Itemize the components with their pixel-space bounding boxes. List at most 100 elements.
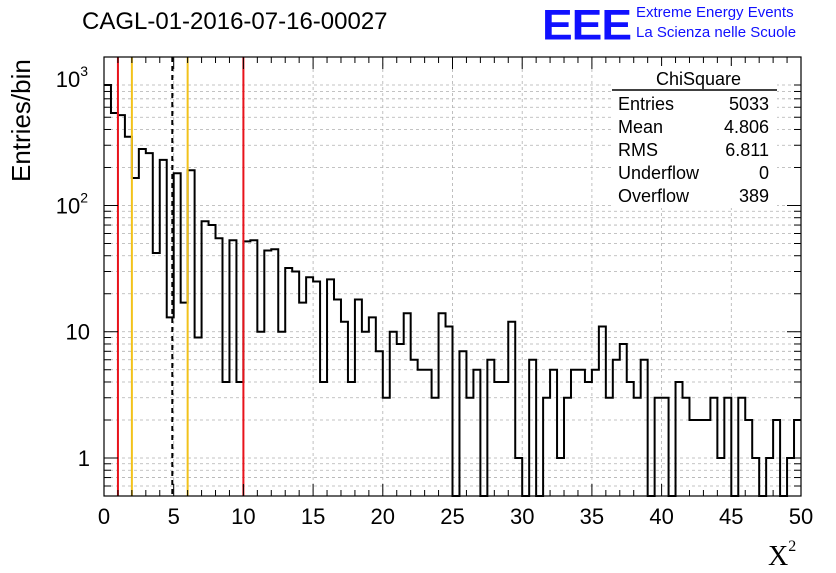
histogram-bin [745, 420, 752, 496]
histogram-bin [271, 249, 278, 496]
histogram-bin [459, 351, 466, 496]
x-tick-label: 20 [371, 504, 395, 529]
y-tick-label-base: 10 [56, 193, 80, 218]
histogram-bin [181, 303, 188, 496]
histogram-bin [104, 85, 111, 496]
histogram-bin [515, 458, 522, 496]
histogram-bin [383, 398, 390, 496]
histogram-bin [501, 382, 508, 496]
histogram-bin [195, 338, 202, 496]
y-tick-label-exponent: 2 [80, 189, 88, 205]
histogram-bars [104, 84, 801, 497]
histogram-bin [111, 113, 118, 496]
histogram-bin [676, 382, 683, 496]
x-tick-label: 30 [510, 504, 534, 529]
histogram-bin [418, 370, 425, 496]
y-tick-label-exponent: 3 [80, 63, 88, 79]
stats-value: 0 [759, 163, 769, 183]
histogram-bin [188, 170, 195, 496]
histogram-bin [264, 251, 271, 496]
histogram-bin [327, 279, 334, 496]
histogram-bin [766, 458, 773, 496]
histogram-bin [202, 221, 209, 496]
histogram-bin [627, 382, 634, 496]
y-tick-label: 1 [78, 446, 90, 471]
histogram-bin [236, 382, 243, 496]
histogram-bin [787, 458, 794, 496]
histogram-bin [118, 115, 125, 496]
histogram-bin [334, 300, 341, 496]
histogram-bin [543, 398, 550, 496]
histogram-bin [292, 272, 299, 496]
x-tick-label: 45 [719, 504, 743, 529]
histogram-bin [362, 332, 369, 496]
x-tick-label: 50 [789, 504, 813, 529]
histogram-bin [132, 178, 139, 496]
histogram-bin [376, 351, 383, 496]
histogram-bin [696, 420, 703, 496]
histogram-bin [397, 344, 404, 496]
x-axis-label: X2 [768, 538, 796, 573]
histogram-bin [620, 344, 627, 496]
stats-value: 6.811 [725, 140, 769, 160]
histogram-bin [341, 322, 348, 496]
histogram-bin [160, 160, 167, 496]
histogram-bin [355, 300, 362, 496]
histogram-bin [348, 382, 355, 496]
logo-line-2: La Scienza nelle Scuole [636, 24, 797, 41]
x-axis-label-superscript: 2 [788, 538, 797, 555]
histogram-bin [167, 317, 174, 496]
stats-title: ChiSquare [656, 69, 741, 89]
x-tick-label: 15 [301, 504, 325, 529]
histogram-bin [508, 322, 515, 496]
y-tick-label: 10 [66, 320, 90, 345]
histogram-bin [662, 398, 669, 496]
stats-value: 4.806 [724, 117, 769, 137]
histogram-bin [689, 420, 696, 496]
histogram-bin [390, 332, 397, 496]
x-tick-label: 10 [231, 504, 255, 529]
histogram-bin [564, 398, 571, 496]
histogram-outline [104, 84, 801, 497]
histogram-bin [487, 360, 494, 496]
histogram-bin [724, 398, 731, 496]
stats-label: Entries [618, 94, 674, 114]
histogram-bin [299, 303, 306, 496]
histogram-bin [250, 240, 257, 496]
x-axis-label-base: X [768, 541, 789, 572]
stats-box: ChiSquare Entries 5033 Mean 4.806 RMS 6.811 Und… [612, 66, 777, 208]
histogram-bin [229, 240, 236, 496]
histogram-bin [313, 281, 320, 496]
stats-label: Overflow [618, 186, 690, 206]
histogram-bin [571, 370, 578, 496]
histogram-bin [634, 398, 641, 496]
histogram-bin [494, 382, 501, 496]
histogram-bin [773, 420, 780, 496]
histogram-bin [209, 225, 216, 496]
histogram-bin [529, 360, 536, 496]
y-tick-label: 103 [56, 63, 88, 92]
y-tick-label: 102 [56, 189, 88, 218]
y-tick-label-base: 10 [56, 67, 80, 92]
histogram-bin [243, 241, 250, 496]
x-tick-label: 25 [440, 504, 464, 529]
logo-line-1: Extreme Energy Events [636, 4, 794, 21]
histogram-bin [125, 137, 132, 496]
histogram-bin [710, 398, 717, 496]
x-tick-label: 40 [649, 504, 673, 529]
histogram-bin [606, 398, 613, 496]
histogram-bin [257, 332, 264, 496]
histogram-bin [466, 398, 473, 496]
histogram-bin [473, 370, 480, 496]
stats-value: 389 [739, 186, 769, 206]
histogram-bin [222, 382, 229, 496]
histogram-bin [146, 153, 153, 496]
histogram-bin [655, 398, 662, 496]
x-tick-label: 5 [168, 504, 180, 529]
reference-lines [116, 57, 245, 496]
histogram-bin [320, 382, 327, 496]
histogram-bin [369, 317, 376, 496]
histogram-bin [432, 398, 439, 496]
stats-value: 5033 [729, 94, 769, 114]
histogram-bin [578, 370, 585, 496]
